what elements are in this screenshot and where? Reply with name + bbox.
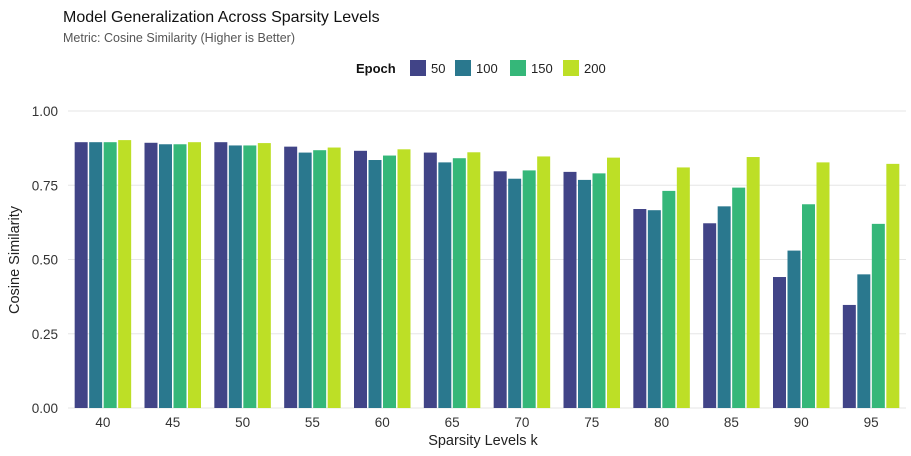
bar-epoch-50-k45 <box>144 142 158 408</box>
x-tick-label: 95 <box>864 415 879 430</box>
bar-epoch-200-k75 <box>607 157 620 408</box>
bar-epoch-150-k85 <box>732 187 746 408</box>
y-tick-label: 1.00 <box>32 104 58 119</box>
bar-epoch-200-k90 <box>816 162 830 408</box>
bar-epoch-100-k40 <box>89 142 103 408</box>
bar-epoch-200-k95 <box>886 163 900 408</box>
x-tick-label: 75 <box>584 415 599 430</box>
bar-epoch-100-k90 <box>787 250 801 408</box>
legend-key-150 <box>510 60 526 76</box>
legend-label-200: 200 <box>584 61 606 76</box>
bar-epoch-100-k45 <box>159 144 172 408</box>
legend-label-100: 100 <box>476 61 498 76</box>
legend-key-100 <box>455 60 471 76</box>
bar-epoch-50-k75 <box>563 171 577 408</box>
legend-key-200 <box>563 60 579 76</box>
x-axis-title: Sparsity Levels k <box>428 433 538 449</box>
x-tick-label: 60 <box>375 415 390 430</box>
bar-epoch-50-k65 <box>423 152 437 408</box>
y-tick-label: 0.75 <box>32 178 58 193</box>
bar-epoch-50-k70 <box>493 171 507 408</box>
y-tick-label: 0.25 <box>32 327 58 342</box>
bar-epoch-150-k95 <box>871 223 885 408</box>
bar-epoch-200-k40 <box>118 140 132 409</box>
gridlines <box>68 110 906 409</box>
x-tick-label: 65 <box>445 415 460 430</box>
bar-epoch-150-k55 <box>313 150 327 408</box>
chart-subtitle: Metric: Cosine Similarity (Higher is Bet… <box>63 31 295 45</box>
bar-epoch-150-k60 <box>383 155 396 408</box>
legend-key-50 <box>410 60 426 76</box>
x-tick-label: 55 <box>305 415 320 430</box>
chart-title: Model Generalization Across Sparsity Lev… <box>63 9 380 26</box>
bar-epoch-50-k85 <box>703 223 717 408</box>
bar-epoch-150-k40 <box>103 142 117 408</box>
bar-epoch-150-k50 <box>243 145 257 408</box>
legend-label-150: 150 <box>531 61 553 76</box>
y-axis-title: Cosine Similarity <box>7 205 23 314</box>
x-tick-label: 40 <box>95 415 110 430</box>
bar-epoch-200-k45 <box>188 142 201 408</box>
bar-epoch-100-k75 <box>578 179 591 408</box>
bar-epoch-50-k80 <box>633 209 647 408</box>
bar-epoch-150-k80 <box>662 190 676 408</box>
bar-epoch-100-k55 <box>298 152 312 408</box>
bar-epoch-100-k95 <box>857 274 871 408</box>
bar-epoch-150-k90 <box>802 204 815 408</box>
y-axis-ticks: 0.00 0.25 0.50 0.75 1.00 <box>32 104 58 416</box>
legend: Epoch 50 100 150 200 <box>356 60 606 76</box>
bar-epoch-150-k75 <box>592 173 606 408</box>
bar-epoch-50-k55 <box>284 146 298 408</box>
bar-epoch-200-k50 <box>257 143 271 408</box>
bar-epoch-50-k40 <box>74 142 88 408</box>
x-axis-ticks: 40 45 50 55 60 65 70 75 80 85 90 95 <box>95 415 878 430</box>
x-tick-label: 50 <box>235 415 250 430</box>
bar-epoch-50-k50 <box>214 142 228 408</box>
bar-epoch-50-k60 <box>354 150 367 409</box>
legend-title: Epoch <box>356 61 396 76</box>
bar-epoch-200-k60 <box>397 149 411 408</box>
x-tick-label: 90 <box>794 415 809 430</box>
bars <box>74 140 900 409</box>
bar-epoch-50-k95 <box>842 304 856 408</box>
x-tick-label: 45 <box>165 415 180 430</box>
bar-epoch-100-k70 <box>508 178 522 408</box>
bar-epoch-100-k60 <box>368 160 382 408</box>
bar-epoch-150-k45 <box>173 144 187 408</box>
x-tick-label: 70 <box>514 415 529 430</box>
bar-epoch-200-k85 <box>746 157 760 408</box>
bar-epoch-100-k65 <box>438 162 452 408</box>
bar-epoch-150-k70 <box>522 170 536 408</box>
bar-epoch-100-k85 <box>717 206 731 408</box>
bar-epoch-100-k50 <box>228 145 242 408</box>
bar-epoch-200-k70 <box>537 156 551 408</box>
bar-epoch-50-k90 <box>773 277 786 408</box>
bar-epoch-200-k65 <box>467 152 481 408</box>
bar-epoch-200-k55 <box>327 147 341 408</box>
bar-epoch-150-k65 <box>452 158 466 408</box>
y-tick-label: 0.00 <box>32 401 58 416</box>
x-tick-label: 80 <box>654 415 669 430</box>
x-tick-label: 85 <box>724 415 739 430</box>
y-tick-label: 0.50 <box>32 253 58 268</box>
bar-epoch-200-k80 <box>676 167 690 408</box>
bar-epoch-100-k80 <box>647 210 661 408</box>
legend-label-50: 50 <box>431 61 445 76</box>
